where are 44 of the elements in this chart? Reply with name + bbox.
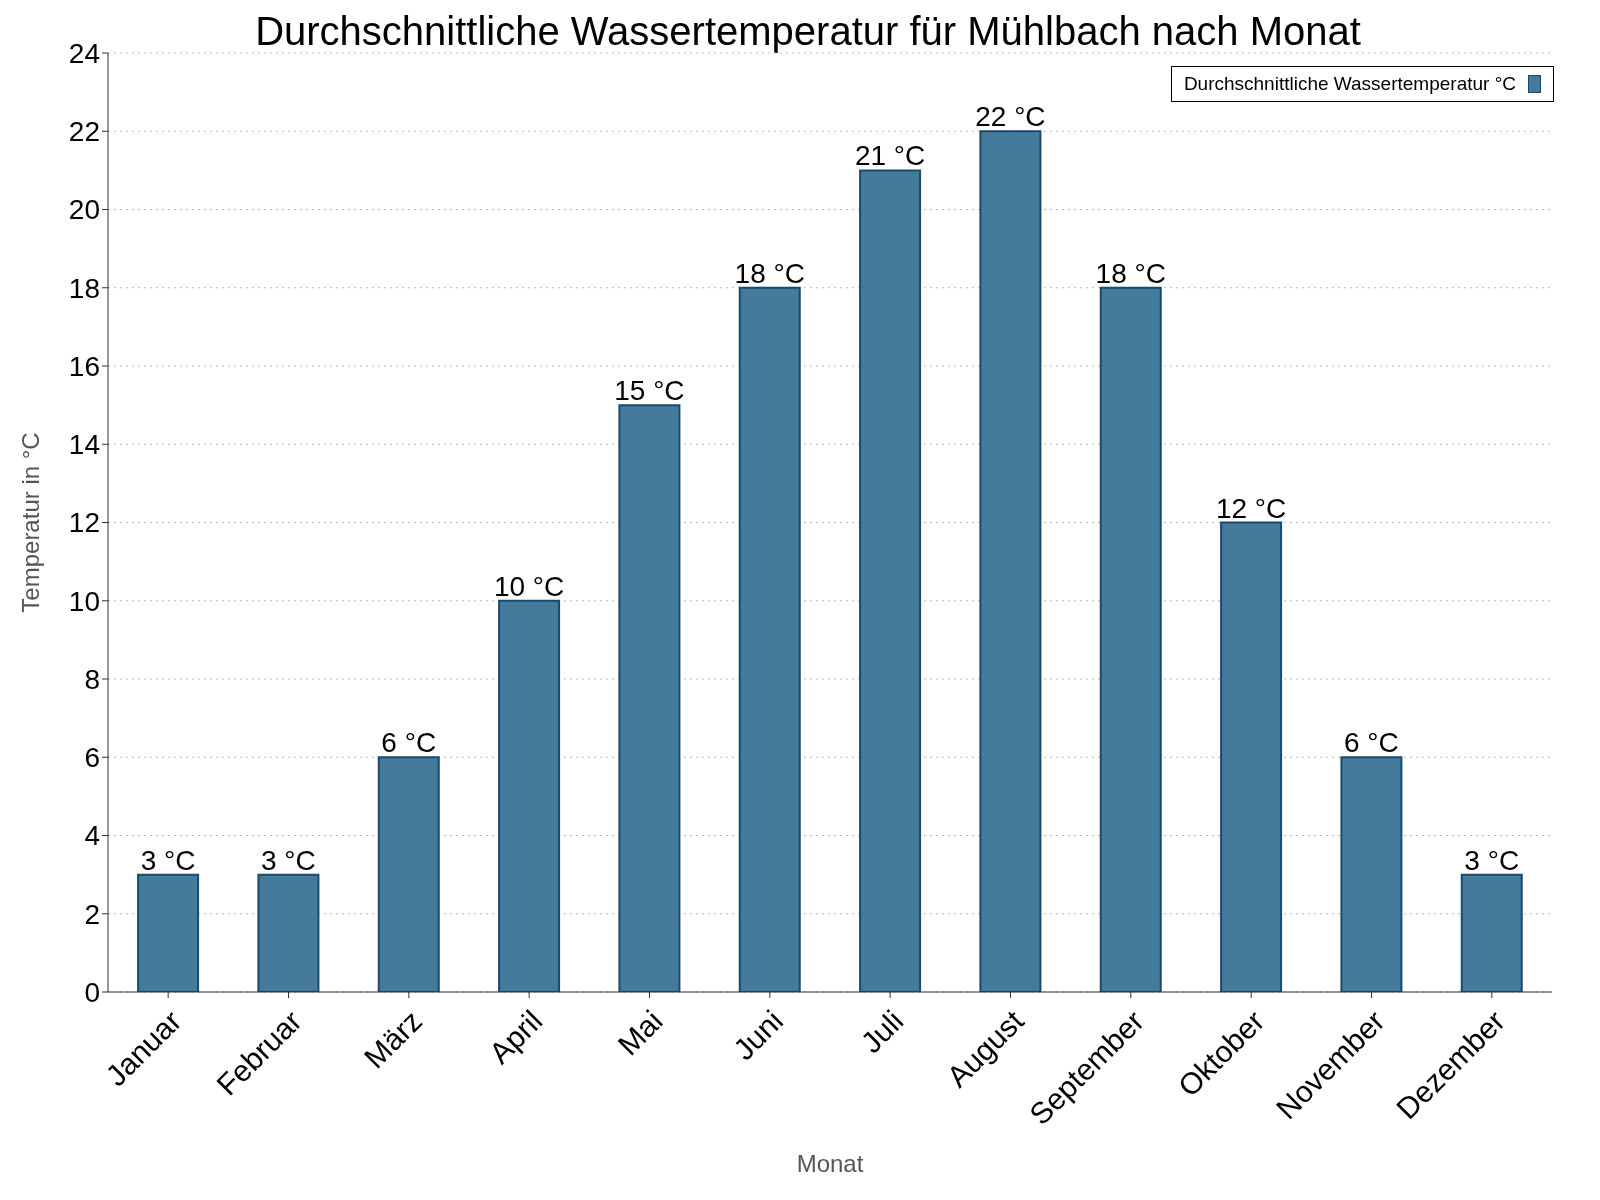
data-label: 21 °C [854, 140, 926, 172]
data-label: 10 °C [493, 570, 565, 602]
y-tick-label: 8 [84, 663, 100, 695]
y-tick-label: 4 [84, 820, 100, 852]
data-label: 6 °C [381, 727, 437, 759]
chart-title: Durchschnittliche Wassertemperatur für Mühlbach nach Monat [255, 9, 1361, 53]
bar [137, 873, 200, 992]
y-tick-label: 20 [68, 194, 100, 226]
bar [377, 756, 440, 992]
y-tick-label: 14 [68, 429, 100, 461]
y-tick-label: 10 [68, 585, 100, 617]
y-tick-label: 0 [84, 976, 100, 1008]
y-tick-label: 6 [84, 742, 100, 774]
bar [1340, 756, 1403, 992]
x-tick-label: Juli [854, 1003, 910, 1060]
legend-label: Durchschnittliche Wassertemperatur °C [1183, 73, 1516, 95]
data-label: 3 °C [140, 844, 196, 876]
y-tick-label: 18 [68, 272, 100, 304]
data-label: 22 °C [975, 101, 1046, 133]
x-tick-label: Mai [611, 1003, 669, 1062]
data-label: 18 °C [734, 257, 805, 289]
bar [859, 169, 922, 992]
data-label: 12 °C [1215, 492, 1287, 524]
bar [498, 599, 561, 992]
y-tick-label: 12 [68, 507, 100, 539]
data-label: 18 °C [1095, 257, 1166, 289]
data-label: 3 °C [1464, 844, 1520, 876]
bar [738, 286, 801, 992]
bar [979, 130, 1042, 992]
data-label: 6 °C [1344, 727, 1399, 759]
x-axis-title: Monat [796, 1150, 864, 1177]
y-tick-label: 2 [84, 898, 100, 930]
y-axis-title: Temperatur in °C [16, 432, 44, 613]
y-tick-label: 24 [68, 37, 100, 69]
data-label: 3 °C [261, 844, 316, 876]
bar [618, 404, 681, 992]
data-label: 15 °C [614, 375, 685, 407]
y-tick-label: 16 [68, 350, 100, 382]
bar [1099, 286, 1162, 992]
y-tick-label: 22 [68, 116, 100, 148]
bar [1220, 521, 1283, 992]
bar [257, 873, 320, 992]
bar [1460, 873, 1523, 992]
x-tick-label: Juni [726, 1003, 790, 1067]
